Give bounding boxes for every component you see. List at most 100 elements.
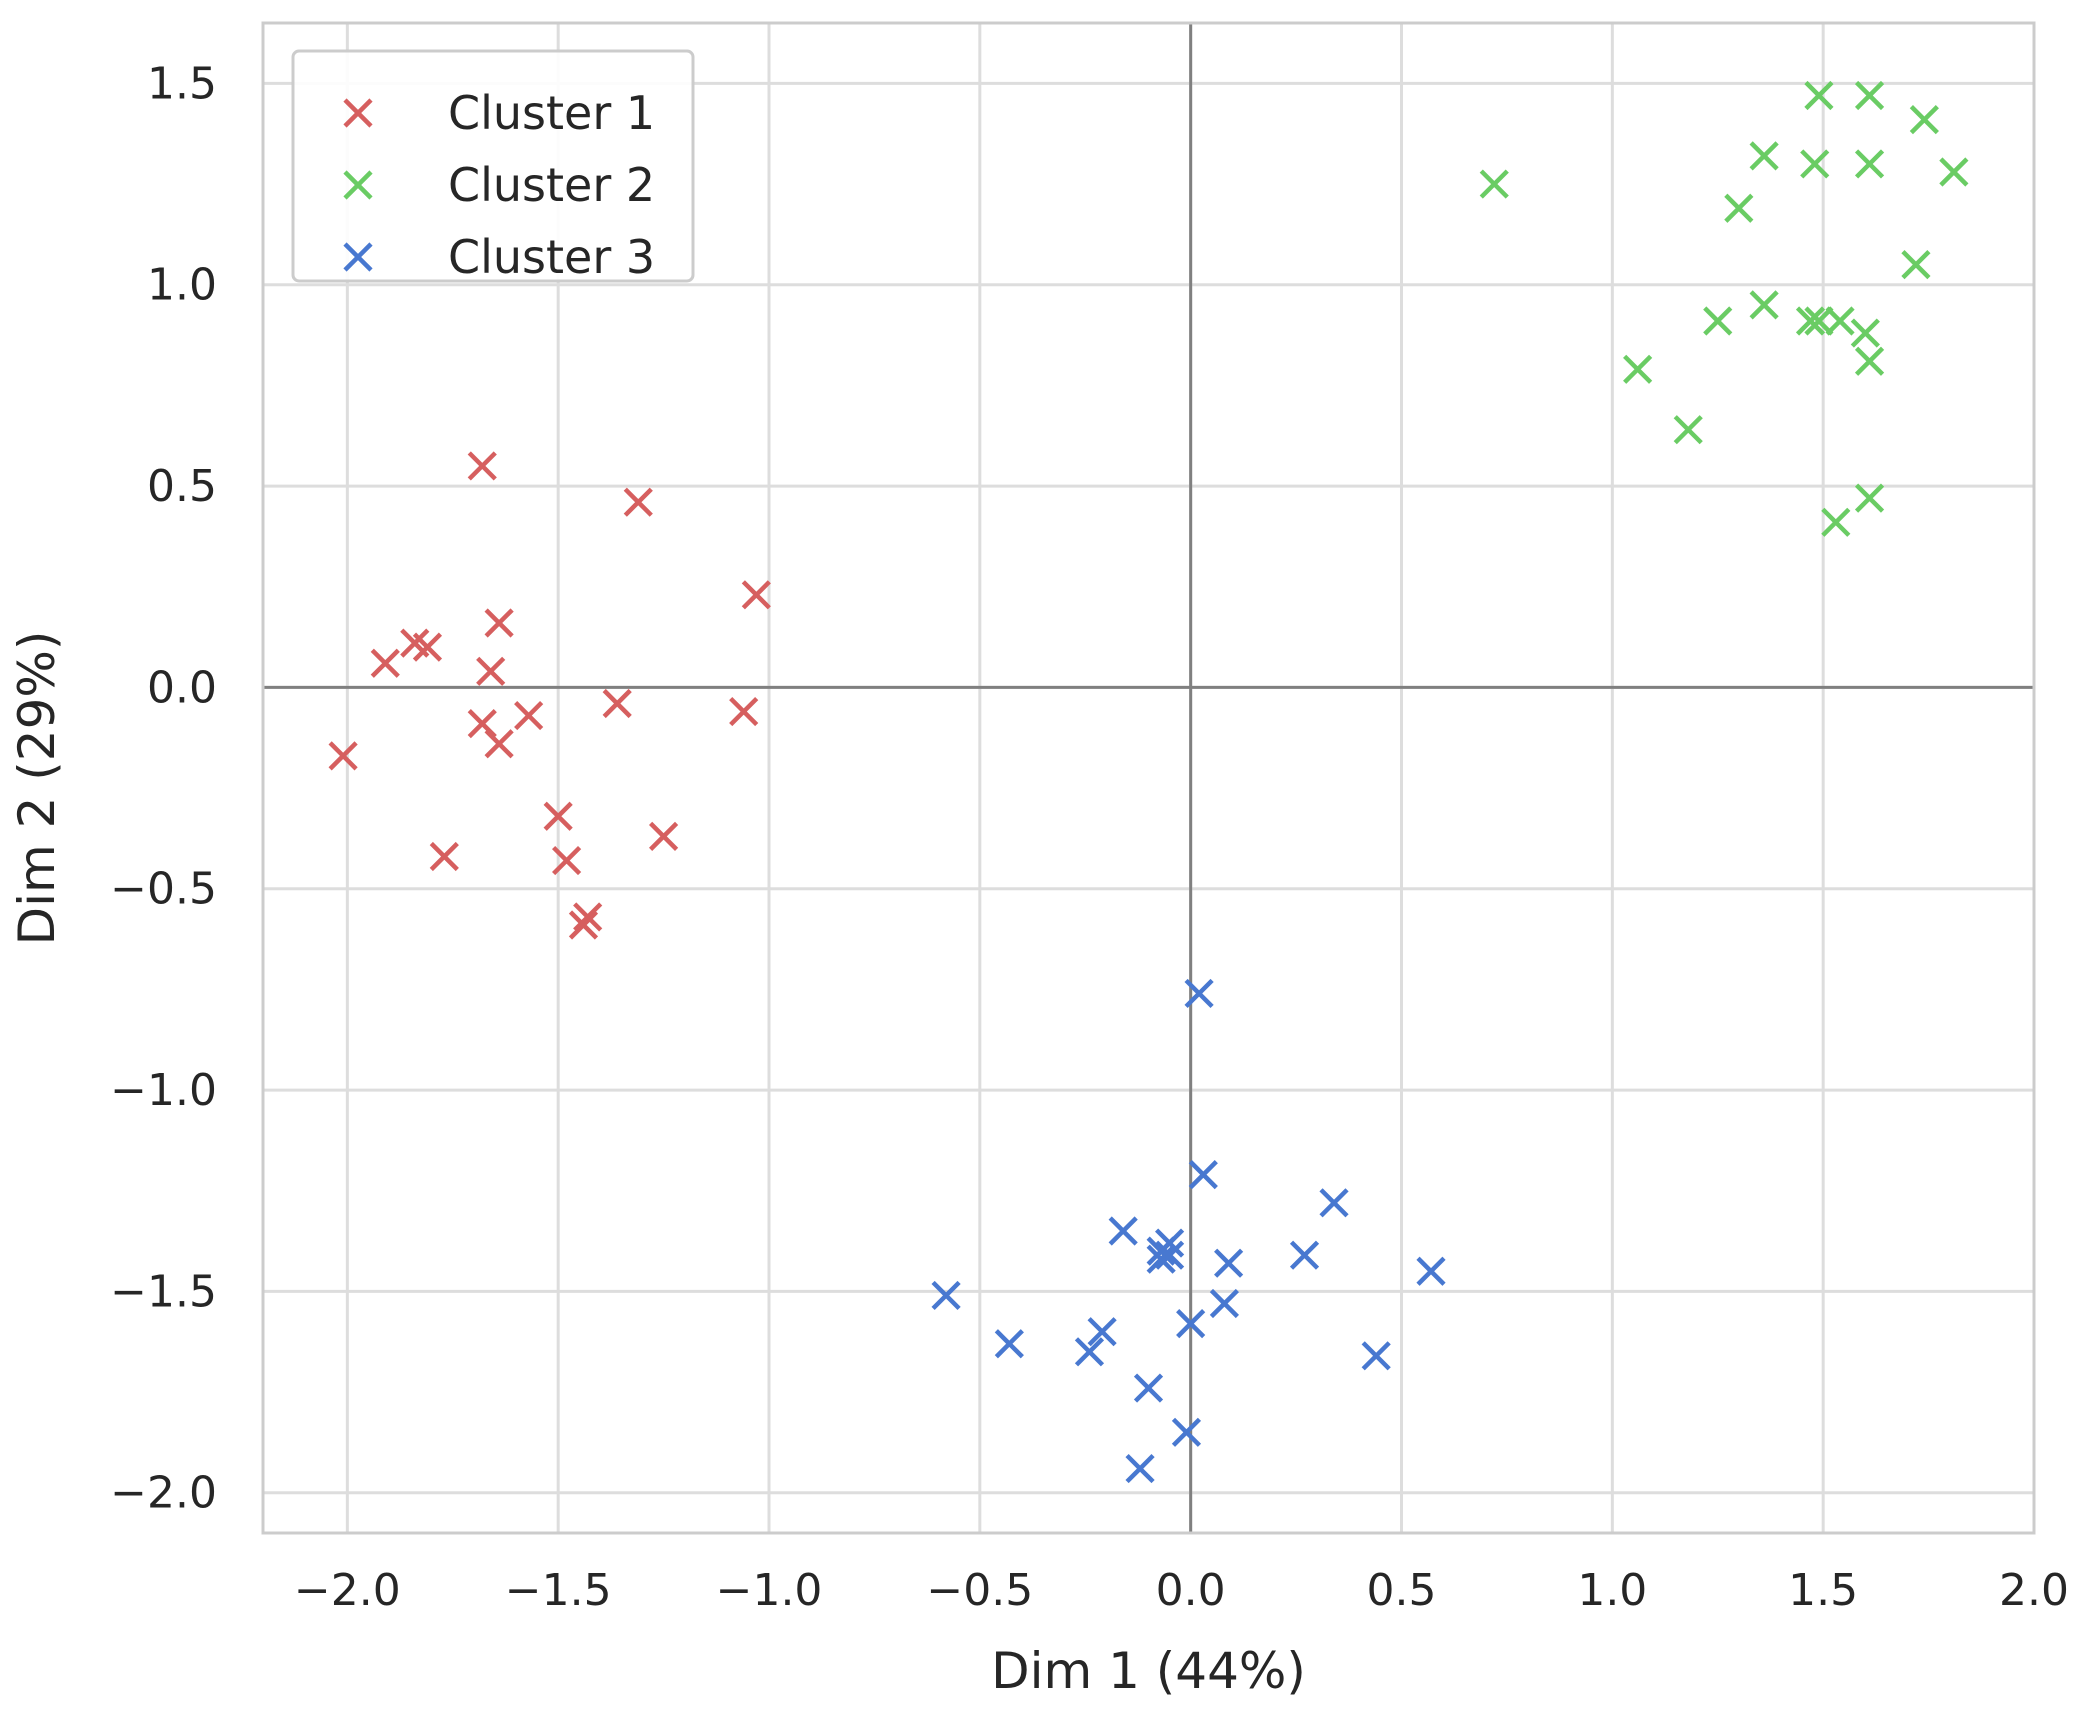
data-point (1749, 290, 1779, 320)
data-point (1804, 80, 1834, 111)
y-tick-label: −1.0 (110, 1065, 217, 1116)
data-point (1795, 306, 1826, 336)
y-axis-label: Dim 2 (29%) (8, 631, 66, 946)
marker-stroke (1361, 1341, 1391, 1371)
data-point (623, 487, 653, 517)
x-tick-label: 1.5 (1788, 1565, 1858, 1616)
data-point (1209, 1288, 1239, 1319)
marker-stroke (623, 487, 653, 517)
y-tick-label: 1.0 (147, 260, 217, 311)
data-point (1800, 149, 1830, 179)
data-point (543, 801, 573, 831)
marker-stroke (484, 608, 514, 638)
data-point (412, 632, 443, 662)
marker-stroke (429, 841, 459, 872)
data-point (1854, 346, 1885, 376)
data-point (1724, 193, 1754, 223)
marker-stroke (1074, 1337, 1105, 1367)
marker-stroke (648, 821, 679, 851)
marker-stroke (400, 628, 430, 658)
data-point (1176, 1309, 1206, 1339)
y-tick-label: 0.0 (147, 662, 217, 713)
series-3 (931, 978, 1446, 1484)
marker-stroke (1176, 1309, 1206, 1339)
marker-stroke (1850, 318, 1880, 348)
legend-label: Cluster 2 (448, 158, 655, 212)
data-point (931, 1280, 961, 1311)
data-point (1703, 306, 1733, 336)
legend-marker (343, 98, 373, 128)
data-point (1361, 1341, 1391, 1371)
marker-stroke (484, 729, 514, 759)
data-point (1184, 978, 1214, 1009)
data-point (729, 696, 759, 727)
data-point (741, 580, 771, 610)
data-point (1479, 169, 1509, 199)
marker-stroke (994, 1329, 1024, 1359)
marker-stroke (729, 696, 759, 727)
data-point (552, 845, 582, 876)
data-point (1125, 1453, 1155, 1484)
marker-stroke (1184, 978, 1214, 1009)
marker-stroke (1479, 169, 1509, 199)
y-tick-label: −2.0 (110, 1468, 217, 1519)
marker-stroke (1289, 1240, 1320, 1270)
y-tick-label: 1.5 (147, 58, 217, 109)
y-tick-label: −1.5 (110, 1266, 217, 1317)
data-point (328, 741, 358, 771)
data-point (573, 902, 603, 932)
x-tick-label: −2.0 (294, 1565, 401, 1616)
marker-stroke (476, 656, 506, 686)
data-point (994, 1329, 1024, 1359)
data-point (1289, 1240, 1320, 1270)
data-point (1825, 306, 1855, 336)
x-tick-label: 2.0 (1999, 1565, 2069, 1616)
x-tick-label: 0.5 (1367, 1565, 1437, 1616)
legend-marker (343, 242, 373, 272)
marker-stroke (1825, 306, 1855, 336)
marker-stroke (1673, 415, 1703, 445)
marker-stroke (552, 845, 582, 876)
marker-stroke (1146, 1236, 1176, 1266)
marker-stroke (1087, 1317, 1117, 1347)
marker-stroke (328, 741, 358, 771)
data-point (467, 451, 497, 481)
marker-stroke (1171, 1417, 1202, 1447)
marker-stroke (1909, 105, 1939, 135)
marker-stroke (1804, 80, 1834, 111)
x-tick-label: 1.0 (1577, 1565, 1647, 1616)
marker-stroke (1214, 1248, 1244, 1278)
marker-stroke (1188, 1160, 1218, 1190)
marker-stroke (573, 902, 603, 932)
marker-stroke (1749, 141, 1779, 171)
x-tick-label: −1.5 (505, 1565, 612, 1616)
marker-stroke (343, 98, 373, 128)
data-point (602, 688, 632, 719)
zero-lines (263, 23, 2034, 1533)
marker-stroke (1319, 1188, 1349, 1218)
data-point (1171, 1417, 1202, 1447)
data-point (1901, 250, 1931, 280)
data-point (1623, 354, 1653, 384)
marker-stroke (467, 451, 497, 481)
x-tick-labels: −2.0 −1.5 −1.0 −0.5 0.0 0.5 1.0 1.5 2.0 (294, 1565, 2069, 1616)
marker-stroke (343, 242, 373, 272)
data-point (1146, 1236, 1176, 1266)
data-point (1821, 507, 1851, 537)
marker-stroke (1854, 80, 1885, 111)
marker-stroke (602, 688, 632, 719)
data-point (514, 700, 544, 731)
data-point (1146, 1244, 1176, 1274)
y-tick-label: 0.5 (147, 461, 217, 512)
marker-stroke (1623, 354, 1653, 384)
marker-stroke (1154, 1240, 1185, 1270)
marker-stroke (1795, 306, 1826, 336)
data-point (1154, 1240, 1185, 1270)
data-point (370, 648, 400, 678)
marker-stroke (543, 801, 573, 831)
marker-stroke (467, 709, 497, 739)
data-point (1854, 149, 1885, 179)
marker-stroke (1854, 346, 1885, 376)
data-point (1850, 318, 1880, 348)
